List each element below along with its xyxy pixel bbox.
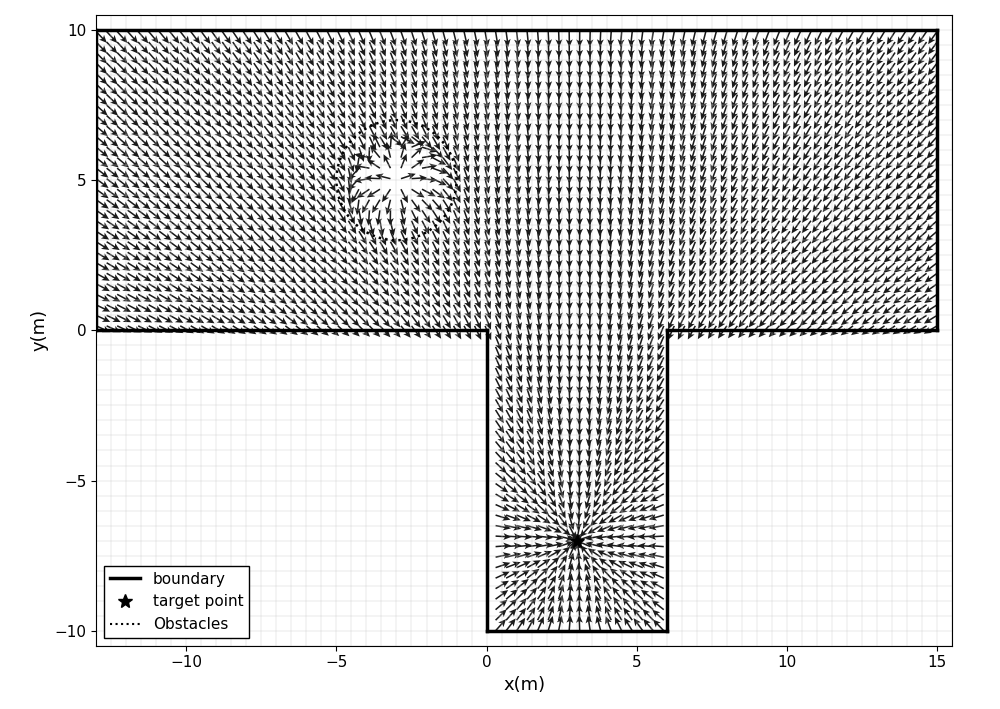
Y-axis label: y(m): y(m) — [31, 309, 49, 352]
X-axis label: x(m): x(m) — [503, 676, 545, 694]
Legend: boundary, target point, Obstacles: boundary, target point, Obstacles — [104, 566, 249, 638]
